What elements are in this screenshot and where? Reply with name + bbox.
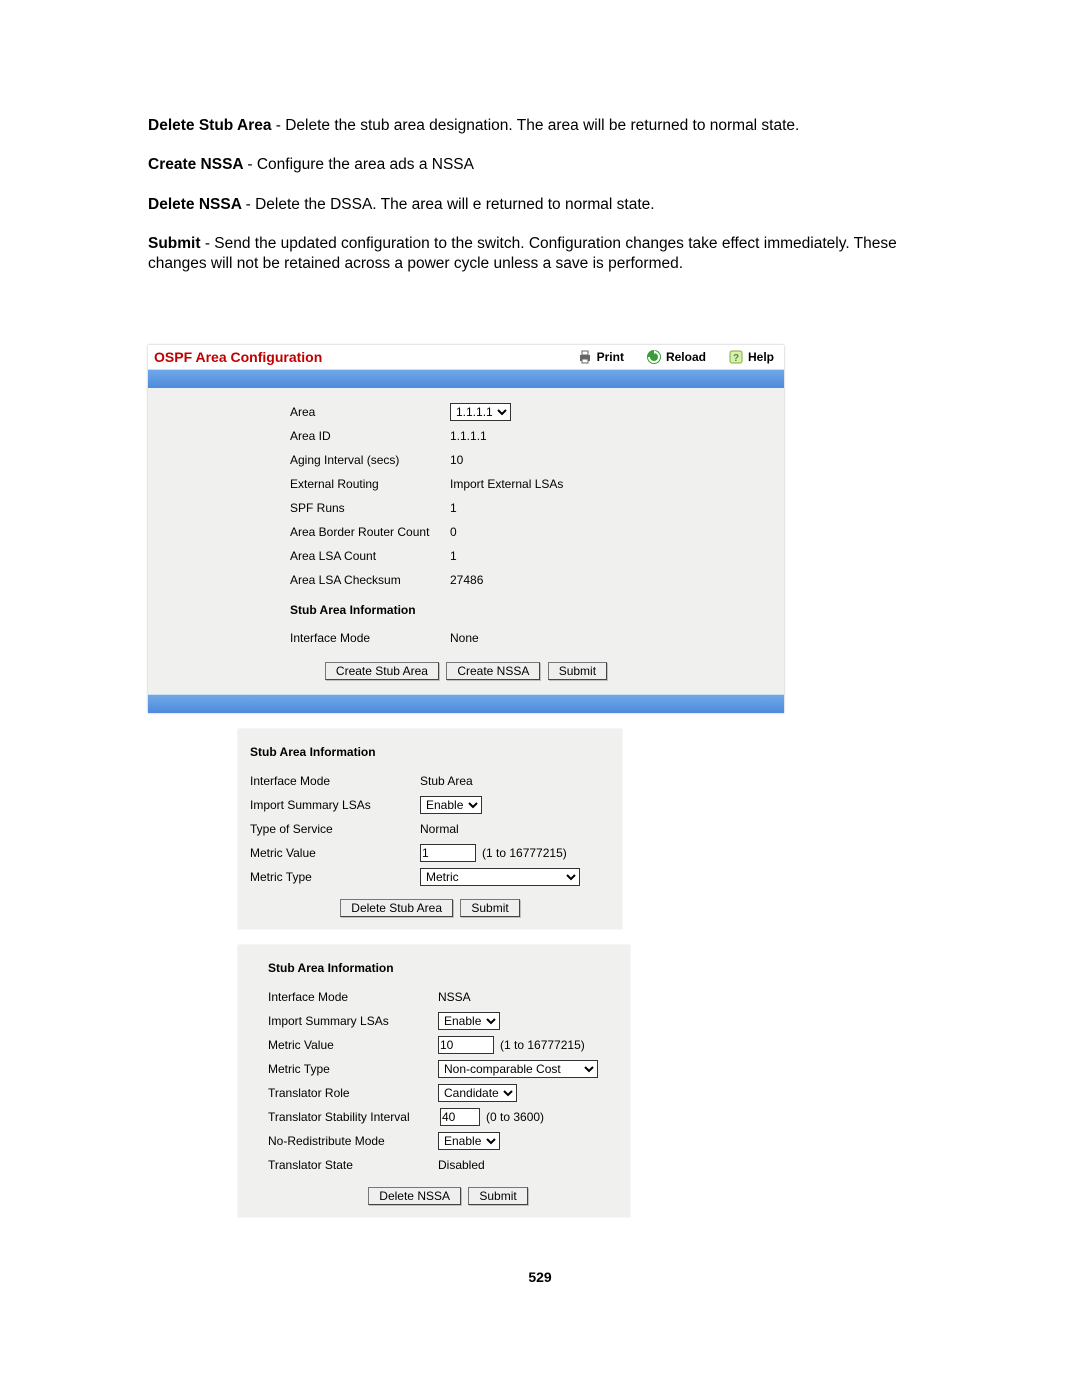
- nssa-trans-stab-input[interactable]: [440, 1108, 480, 1126]
- lsa-count-value: 1: [450, 546, 784, 566]
- stub-area-panel: Stub Area Information Interface Mode Stu…: [238, 729, 622, 929]
- create-nssa-text: - Configure the area ads a NSSA: [247, 156, 474, 173]
- nssa-trans-state-label: Translator State: [268, 1155, 438, 1175]
- reload-text: Reload: [666, 350, 706, 364]
- create-stub-area-button[interactable]: Create Stub Area: [325, 662, 439, 680]
- nssa-import-label: Import Summary LSAs: [268, 1011, 438, 1031]
- nssa-metric-type-select[interactable]: Non-comparable Cost: [438, 1060, 598, 1078]
- stub-import-select[interactable]: Enable: [420, 796, 482, 814]
- submit-label: Submit: [148, 235, 201, 252]
- print-icon: [577, 349, 593, 365]
- stub-panel-heading: Stub Area Information: [250, 737, 610, 769]
- delete-stub-label: Delete Stub Area: [148, 117, 271, 134]
- nssa-trans-stab-label: Translator Stability Interval: [268, 1107, 440, 1127]
- nssa-trans-stab-range: (0 to 3600): [486, 1107, 544, 1127]
- stub-metric-val-input[interactable]: [420, 844, 476, 862]
- blue-bar-top: [148, 369, 784, 388]
- submit-button[interactable]: Submit: [548, 662, 607, 680]
- page-number: 529: [148, 1269, 932, 1285]
- print-text: Print: [597, 350, 624, 364]
- nssa-import-select[interactable]: Enable: [438, 1012, 500, 1030]
- stub-metric-val-label: Metric Value: [250, 843, 420, 863]
- panel-title: OSPF Area Configuration: [154, 349, 577, 365]
- stub-submit-button[interactable]: Submit: [460, 899, 519, 917]
- delete-nssa-text: - Delete the DSSA. The area will e retur…: [246, 196, 655, 213]
- spf-label: SPF Runs: [148, 498, 450, 518]
- nssa-metric-type-label: Metric Type: [268, 1059, 438, 1079]
- help-link[interactable]: ? Help: [728, 349, 774, 365]
- delete-nssa-button[interactable]: Delete NSSA: [368, 1187, 461, 1205]
- intro-text-block: Delete Stub Area - Delete the stub area …: [148, 116, 932, 273]
- area-select[interactable]: 1.1.1.1: [450, 403, 511, 421]
- stub-tos-label: Type of Service: [250, 819, 420, 839]
- spf-value: 1: [450, 498, 784, 518]
- if-mode-value: None: [450, 628, 784, 648]
- nssa-if-mode-value: NSSA: [438, 987, 628, 1007]
- delete-stub-area-button[interactable]: Delete Stub Area: [340, 899, 453, 917]
- delete-stub-text: - Delete the stub area designation. The …: [271, 117, 799, 134]
- abr-value: 0: [450, 522, 784, 542]
- nssa-trans-role-label: Translator Role: [268, 1083, 438, 1103]
- stub-import-label: Import Summary LSAs: [250, 795, 420, 815]
- nssa-trans-state-value: Disabled: [438, 1155, 628, 1175]
- submit-text: - Send the updated configuration to the …: [148, 235, 897, 271]
- ext-routing-label: External Routing: [148, 474, 450, 494]
- panel-header: OSPF Area Configuration Print Reload: [148, 345, 784, 369]
- reload-icon: [646, 349, 662, 365]
- stub-tos-value: Normal: [420, 819, 610, 839]
- help-text: Help: [748, 350, 774, 364]
- nssa-submit-button[interactable]: Submit: [468, 1187, 527, 1205]
- stub-metric-type-label: Metric Type: [250, 867, 420, 887]
- print-link[interactable]: Print: [577, 349, 624, 365]
- create-nssa-label: Create NSSA: [148, 156, 243, 173]
- nssa-if-mode-label: Interface Mode: [268, 987, 438, 1007]
- create-nssa-button[interactable]: Create NSSA: [446, 662, 540, 680]
- lsa-cksum-value: 27486: [450, 570, 784, 590]
- area-id-value: 1.1.1.1: [450, 426, 784, 446]
- lsa-cksum-label: Area LSA Checksum: [148, 570, 450, 590]
- stub-metric-type-select[interactable]: Metric: [420, 868, 580, 886]
- area-id-label: Area ID: [148, 426, 450, 446]
- help-icon: ?: [728, 349, 744, 365]
- stub-if-mode-label: Interface Mode: [250, 771, 420, 791]
- lsa-count-label: Area LSA Count: [148, 546, 450, 566]
- if-mode-label: Interface Mode: [148, 628, 450, 648]
- blue-bar-bottom: [148, 694, 784, 713]
- ospf-config-panel: OSPF Area Configuration Print Reload: [148, 345, 784, 713]
- reload-link[interactable]: Reload: [646, 349, 706, 365]
- stub-heading: Stub Area Information: [148, 600, 450, 620]
- nssa-trans-role-select[interactable]: Candidate: [438, 1084, 517, 1102]
- svg-text:?: ?: [733, 353, 739, 364]
- stub-if-mode-value: Stub Area: [420, 771, 610, 791]
- area-label: Area: [148, 402, 450, 422]
- stub-metric-val-range: (1 to 16777215): [482, 843, 567, 863]
- aging-label: Aging Interval (secs): [148, 450, 450, 470]
- nssa-metric-val-input[interactable]: [438, 1036, 494, 1054]
- aging-value: 10: [450, 450, 784, 470]
- nssa-panel: Stub Area Information Interface Mode NSS…: [238, 945, 630, 1217]
- nssa-noredist-select[interactable]: Enable: [438, 1132, 500, 1150]
- abr-label: Area Border Router Count: [148, 522, 450, 542]
- nssa-panel-heading: Stub Area Information: [268, 953, 628, 985]
- nssa-noredist-label: No-Redistribute Mode: [268, 1131, 438, 1151]
- nssa-metric-val-range: (1 to 16777215): [500, 1035, 585, 1055]
- ext-routing-value: Import External LSAs: [450, 474, 784, 494]
- delete-nssa-label: Delete NSSA: [148, 196, 241, 213]
- nssa-metric-val-label: Metric Value: [268, 1035, 438, 1055]
